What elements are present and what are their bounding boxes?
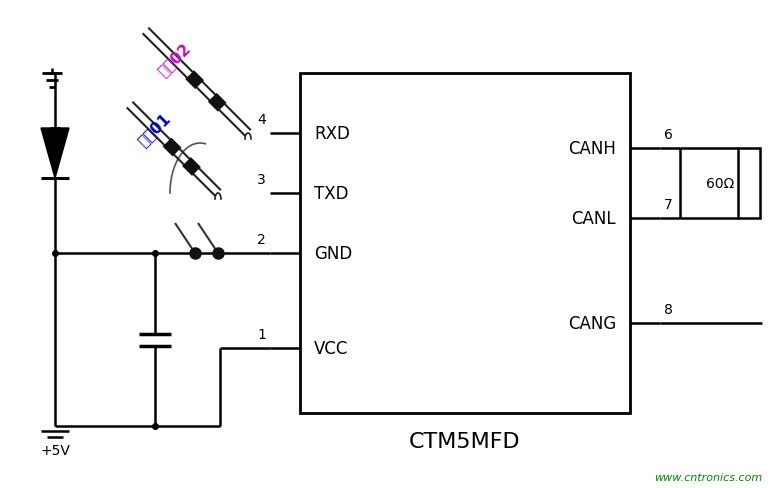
Polygon shape xyxy=(41,129,69,179)
Text: 7: 7 xyxy=(664,198,672,212)
Text: 3: 3 xyxy=(257,173,266,186)
Text: 6: 6 xyxy=(664,128,673,142)
Text: www.cntronics.com: www.cntronics.com xyxy=(654,472,762,482)
Text: 探堧02: 探堧02 xyxy=(155,41,194,80)
Text: CANG: CANG xyxy=(567,314,616,332)
Text: VCC: VCC xyxy=(314,339,348,357)
Text: 2: 2 xyxy=(257,232,266,246)
Text: 60Ω: 60Ω xyxy=(706,177,734,191)
Text: 4: 4 xyxy=(257,113,266,127)
Text: +5V: +5V xyxy=(40,443,70,457)
Text: CANH: CANH xyxy=(568,140,616,158)
Text: 1: 1 xyxy=(257,327,266,341)
Text: RXD: RXD xyxy=(314,125,350,142)
Bar xyxy=(738,149,760,219)
Text: 探堧01: 探堧01 xyxy=(135,111,174,149)
Text: 8: 8 xyxy=(664,303,673,316)
Text: CANL: CANL xyxy=(571,209,616,227)
Text: TXD: TXD xyxy=(314,184,348,203)
Text: CTM5MFD: CTM5MFD xyxy=(409,431,521,451)
Bar xyxy=(300,74,630,413)
Text: GND: GND xyxy=(314,244,352,263)
